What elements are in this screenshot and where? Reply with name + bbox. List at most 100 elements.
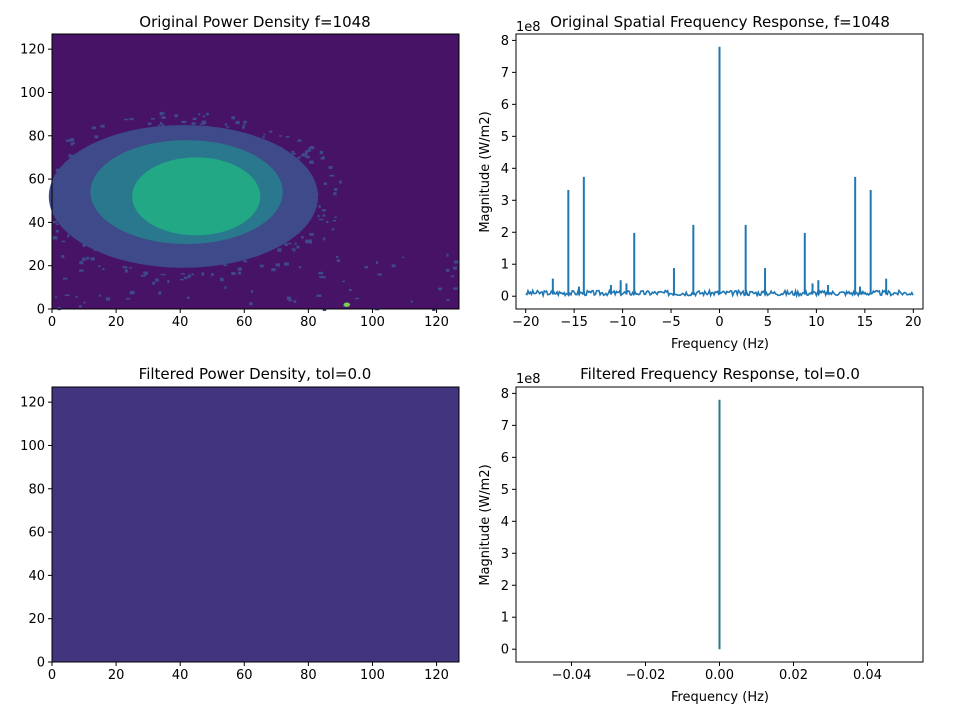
p1-speckle (83, 301, 86, 304)
p1-speckle (54, 296, 58, 298)
p1-speckle (329, 174, 335, 177)
p1-speckle (187, 296, 190, 300)
p3-xtick-label: 120 (424, 668, 449, 683)
p1-speckle (179, 278, 184, 281)
p1-speckle (237, 267, 242, 271)
p1-speckle (271, 268, 276, 272)
p2-ticks: −20 −15 −10 −5 0 5 10 15 20 0 1 2 3 4 5 6 7 8 (501, 34, 922, 330)
p1-speckle (354, 297, 360, 300)
p1-speckle (316, 294, 322, 297)
p1-speckle (167, 280, 170, 284)
p1-speckle (75, 295, 78, 298)
p1-speckle (336, 255, 339, 259)
p1-speckle (243, 120, 247, 124)
p1-speckle (336, 259, 341, 262)
p1-speckle (90, 257, 95, 261)
p1-speckle (445, 268, 450, 272)
p3-ytick-label: 80 (28, 482, 45, 497)
p1-xtick-label: 80 (300, 315, 317, 330)
p1-plot-area (48, 33, 460, 312)
p3-xtick-label: 80 (300, 668, 317, 683)
p1-speckle (155, 278, 159, 282)
p1-speckle (94, 135, 99, 139)
p1-speckle (291, 248, 296, 250)
p1-speckle (199, 123, 205, 125)
p1-speckle (277, 248, 282, 252)
p4-ytick-label: 7 (501, 419, 509, 434)
p1-speckle (140, 274, 146, 277)
p2-ytick-label: 5 (501, 130, 509, 145)
p1-speckle (348, 289, 352, 292)
p4-ylabel: Magnitude (W/m2) (478, 464, 493, 585)
p1-speckle (446, 253, 449, 257)
p1-speckle (296, 245, 300, 249)
p1-speckle (150, 117, 155, 120)
p1-speckle (401, 256, 405, 259)
p2-ytick-label: 2 (501, 226, 509, 241)
p2-ytick-label: 0 (501, 290, 509, 305)
p1-speckle (305, 155, 310, 159)
p1-speckle (453, 266, 457, 270)
p1-speckle (306, 149, 311, 152)
p3-frame (51, 386, 460, 663)
p3-ticks: 0 20 40 60 80 100 120 0 20 40 60 80 100 120 (20, 396, 449, 683)
p2-xtick-label: −5 (661, 315, 680, 330)
p1-speckle (66, 234, 70, 238)
p1-speckle (61, 240, 66, 243)
p1-speckle (197, 113, 201, 116)
p1-speckle (319, 276, 324, 279)
p4-ticks: −0.04 −0.02 0.00 0.02 0.04 0 1 2 3 4 5 6 7 8 (501, 387, 882, 683)
p1-speckle (161, 112, 165, 115)
p1-speckle (324, 183, 327, 186)
p1-speckle (124, 269, 128, 273)
p1-speckle (97, 265, 101, 268)
p1-speckle (78, 305, 82, 308)
p2-ytick-label: 8 (501, 34, 509, 49)
p2-xtick-label: −10 (609, 315, 636, 330)
p3-ytick-label: 40 (28, 569, 45, 584)
p2-ytick-label: 7 (501, 66, 509, 81)
p1-speckle (159, 111, 164, 116)
p4-ytick-label: 0 (501, 643, 509, 658)
p1-speckle (286, 296, 291, 300)
p1-speckle (86, 256, 90, 260)
p1-speckle (82, 259, 87, 261)
p2-xtick-label: −20 (512, 315, 539, 330)
p3-xtick-label: 20 (108, 668, 125, 683)
p4-xtick-label: 0.00 (705, 668, 734, 683)
p2-ytick-label: 6 (501, 98, 509, 113)
p4-title: Filtered Frequency Response, tol=0.0 (580, 365, 860, 383)
p1-speckle (285, 135, 290, 138)
p4-ytick-label: 2 (501, 579, 509, 594)
p1-speckle (201, 120, 207, 124)
p1-speckle (323, 237, 326, 241)
p1-speckle (410, 300, 413, 303)
p1-speckle (158, 124, 161, 127)
p1-speckle (263, 133, 266, 136)
p1-speckle (69, 138, 75, 142)
p1-speckle (202, 115, 206, 118)
p1-ytick-label: 80 (28, 129, 45, 144)
p3-xtick-label: 40 (172, 668, 189, 683)
p1-speckle (82, 257, 86, 260)
p1-speckle (291, 150, 295, 153)
p1-speckle (438, 287, 443, 291)
p1-speckle (322, 156, 325, 160)
p1-speckle (249, 302, 253, 306)
p1-speckle (291, 152, 296, 155)
p1-speckle (123, 118, 129, 121)
p1-speckle (100, 124, 105, 128)
p1-speckle (231, 116, 236, 120)
p2-xlabel: Frequency (Hz) (671, 337, 769, 352)
p1-speckle (181, 273, 185, 275)
p1-speckle (301, 236, 304, 239)
p1-speckle (226, 126, 230, 128)
original-power-density-panel: Original Power Density f=1048 0 20 40 60 80 1… (20, 13, 460, 330)
p1-speckle (82, 243, 86, 248)
p1-speckle (79, 260, 84, 265)
p1-speckle (364, 265, 369, 269)
p2-plot-area (515, 33, 924, 310)
p2-xtick-label: −15 (560, 315, 587, 330)
p1-speckle (317, 214, 320, 218)
p4-xtick-label: 0.04 (853, 668, 882, 683)
